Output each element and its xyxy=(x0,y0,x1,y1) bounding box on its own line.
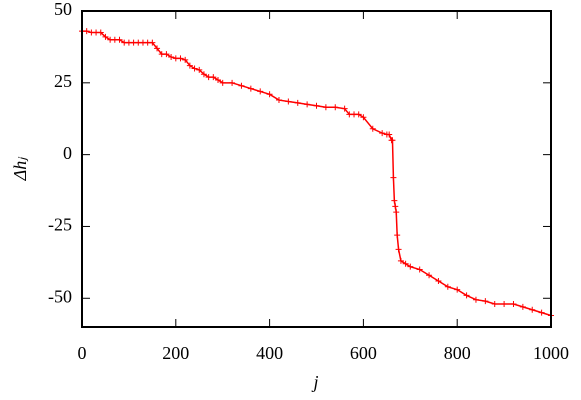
data-point xyxy=(491,301,498,308)
data-point xyxy=(482,298,489,305)
x-tick-label: 600 xyxy=(350,343,377,363)
data-point xyxy=(186,62,193,69)
data-point xyxy=(391,197,398,204)
data-point xyxy=(393,209,400,216)
data-point xyxy=(163,51,170,58)
data-point xyxy=(229,79,236,86)
data-point xyxy=(154,45,161,52)
y-tick-label: -50 xyxy=(48,286,72,306)
data-point xyxy=(257,88,264,95)
data-point xyxy=(238,82,245,89)
x-tick-label: 200 xyxy=(162,343,189,363)
data-point xyxy=(538,309,545,316)
data-point xyxy=(389,137,396,144)
data-point xyxy=(519,303,526,310)
data-point xyxy=(322,104,329,111)
data-point xyxy=(116,36,123,43)
x-tick-label: 400 xyxy=(256,343,283,363)
data-point xyxy=(191,65,198,72)
data-point xyxy=(83,28,90,35)
data-point xyxy=(275,97,282,104)
data-point xyxy=(416,266,423,273)
data-point xyxy=(102,33,109,40)
data-point xyxy=(390,174,397,181)
data-point xyxy=(529,306,536,313)
data-point xyxy=(463,292,470,299)
data-point xyxy=(454,286,461,293)
data-point xyxy=(313,102,320,109)
data-point xyxy=(395,246,402,253)
data-point xyxy=(97,29,104,36)
data-point xyxy=(426,272,433,279)
y-tick-label: 0 xyxy=(63,143,72,163)
data-point xyxy=(501,301,508,308)
y-tick-label: -25 xyxy=(48,215,72,235)
data-point xyxy=(510,301,517,308)
data-point xyxy=(407,263,414,270)
data-point xyxy=(392,203,399,210)
data-point xyxy=(149,39,156,46)
x-tick-label: 1000 xyxy=(533,343,569,363)
x-tick-label: 0 xyxy=(78,343,87,363)
data-point xyxy=(247,85,254,92)
data-point xyxy=(266,91,273,98)
data-point xyxy=(394,232,401,239)
data-point xyxy=(386,131,393,138)
data-point xyxy=(402,260,409,267)
data-point xyxy=(444,283,451,290)
data-point xyxy=(379,130,386,137)
data-point xyxy=(215,76,222,83)
data-point xyxy=(168,53,175,60)
data-point xyxy=(472,296,479,303)
y-axis-label: Δhⱼ xyxy=(10,156,30,182)
data-point xyxy=(219,79,226,86)
data-point xyxy=(294,99,301,106)
data-point xyxy=(369,125,376,132)
data-point xyxy=(332,104,339,111)
data-point xyxy=(196,66,203,73)
y-tick-label: 50 xyxy=(54,0,72,19)
data-point xyxy=(182,56,189,63)
data-point xyxy=(285,98,292,105)
data-point xyxy=(397,257,404,264)
data-point xyxy=(360,114,367,121)
x-tick-label: 800 xyxy=(444,343,471,363)
data-point xyxy=(304,101,311,108)
y-tick-label: 25 xyxy=(54,71,72,91)
x-axis-label: j xyxy=(311,372,318,392)
data-point xyxy=(341,105,348,112)
data-point xyxy=(210,74,217,81)
data-point xyxy=(200,71,207,78)
data-point xyxy=(435,278,442,285)
data-line xyxy=(82,30,552,317)
plot-frame xyxy=(81,10,552,328)
data-point xyxy=(177,55,184,62)
data-point xyxy=(355,111,362,118)
